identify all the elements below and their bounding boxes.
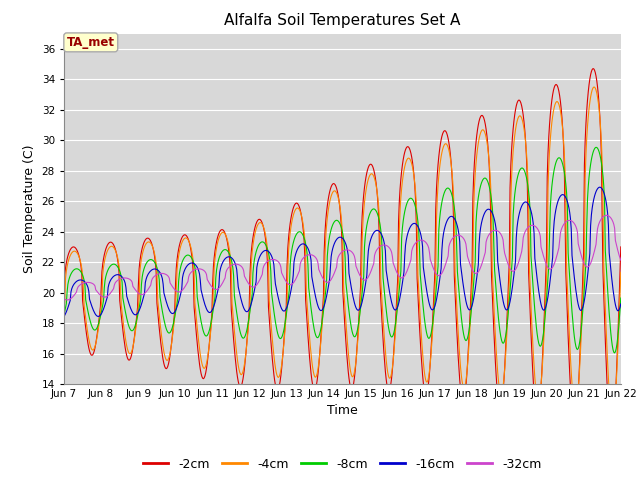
- -2cm: [607, 432, 615, 438]
- -8cm: [410, 199, 418, 205]
- -2cm: [214, 235, 221, 241]
- -4cm: [617, 269, 625, 275]
- Y-axis label: Soil Temperature (C): Soil Temperature (C): [23, 144, 36, 273]
- -32cm: [63, 297, 71, 303]
- Line: -8cm: -8cm: [64, 147, 621, 353]
- -2cm: [127, 353, 135, 359]
- -32cm: [60, 296, 68, 301]
- -4cm: [127, 349, 135, 355]
- -32cm: [214, 286, 222, 292]
- -8cm: [127, 328, 135, 334]
- -32cm: [603, 213, 611, 218]
- -2cm: [589, 66, 596, 72]
- Text: TA_met: TA_met: [67, 36, 115, 49]
- -2cm: [617, 244, 625, 250]
- -32cm: [411, 241, 419, 247]
- -4cm: [609, 413, 616, 419]
- -4cm: [410, 174, 418, 180]
- -4cm: [184, 237, 192, 242]
- -4cm: [70, 248, 78, 254]
- Title: Alfalfa Soil Temperatures Set A: Alfalfa Soil Temperatures Set A: [224, 13, 461, 28]
- -4cm: [426, 360, 434, 366]
- Legend: -2cm, -4cm, -8cm, -16cm, -32cm: -2cm, -4cm, -8cm, -16cm, -32cm: [138, 453, 547, 476]
- -2cm: [70, 244, 78, 250]
- -8cm: [214, 262, 221, 268]
- -4cm: [214, 241, 221, 247]
- Line: -4cm: -4cm: [64, 87, 621, 416]
- -16cm: [70, 281, 78, 287]
- -8cm: [592, 144, 600, 150]
- -32cm: [428, 259, 435, 265]
- -32cm: [617, 257, 625, 263]
- -4cm: [60, 305, 68, 311]
- -2cm: [426, 359, 434, 365]
- -8cm: [60, 312, 68, 318]
- -32cm: [128, 279, 136, 285]
- -32cm: [71, 291, 79, 297]
- -16cm: [617, 301, 625, 307]
- -8cm: [617, 295, 625, 301]
- -2cm: [184, 235, 192, 241]
- -8cm: [426, 334, 434, 339]
- -32cm: [185, 274, 193, 280]
- -16cm: [410, 220, 418, 226]
- -8cm: [184, 252, 192, 258]
- -16cm: [214, 290, 221, 296]
- Line: -32cm: -32cm: [64, 216, 621, 300]
- Line: -16cm: -16cm: [64, 187, 621, 316]
- -8cm: [611, 350, 618, 356]
- -16cm: [127, 307, 135, 313]
- -8cm: [70, 267, 78, 273]
- -16cm: [596, 184, 604, 190]
- -16cm: [60, 313, 68, 319]
- -2cm: [60, 299, 68, 304]
- -16cm: [426, 304, 434, 310]
- -16cm: [184, 262, 192, 268]
- Line: -2cm: -2cm: [64, 69, 621, 435]
- -4cm: [591, 84, 598, 90]
- X-axis label: Time: Time: [327, 405, 358, 418]
- -2cm: [410, 173, 418, 179]
